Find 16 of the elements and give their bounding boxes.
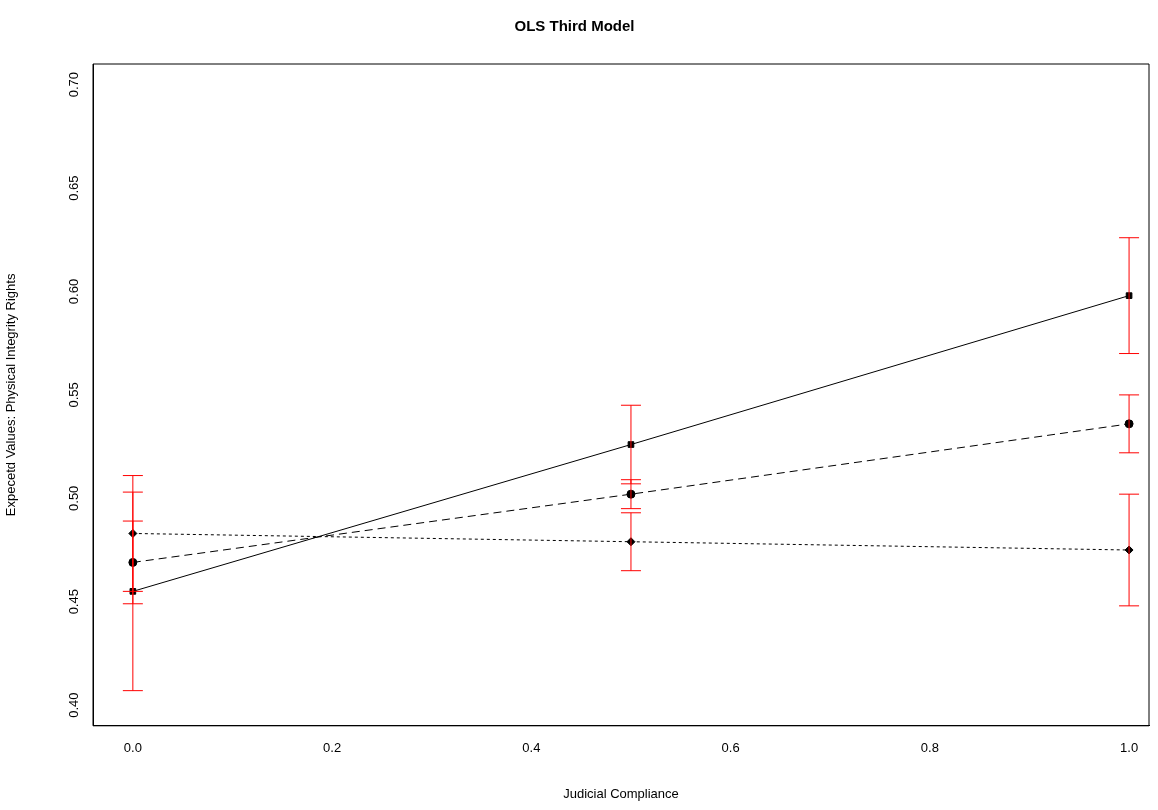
chart-title: OLS Third Model [514,17,635,35]
x-tick-label: 0.0 [123,740,142,756]
y-tick-label: 0.65 [66,175,82,201]
x-tick-label: 0.8 [920,740,939,756]
x-tick-label: 0.6 [721,740,740,756]
y-tick-label: 0.50 [66,485,82,511]
y-tick-label: 0.45 [66,589,82,615]
x-axis-title: Judicial Compliance [563,785,679,801]
y-axis-title: Expecetd Values: Physical Integrity Rights [3,273,19,517]
y-tick-label: 0.55 [66,382,82,408]
x-tick-label: 1.0 [1120,740,1139,756]
x-tick-label: 0.2 [323,740,342,756]
y-tick-label: 0.70 [66,72,82,98]
x-tick-label: 0.4 [522,740,541,756]
y-tick-label: 0.60 [66,278,82,305]
y-tick-label: 0.40 [66,692,82,718]
